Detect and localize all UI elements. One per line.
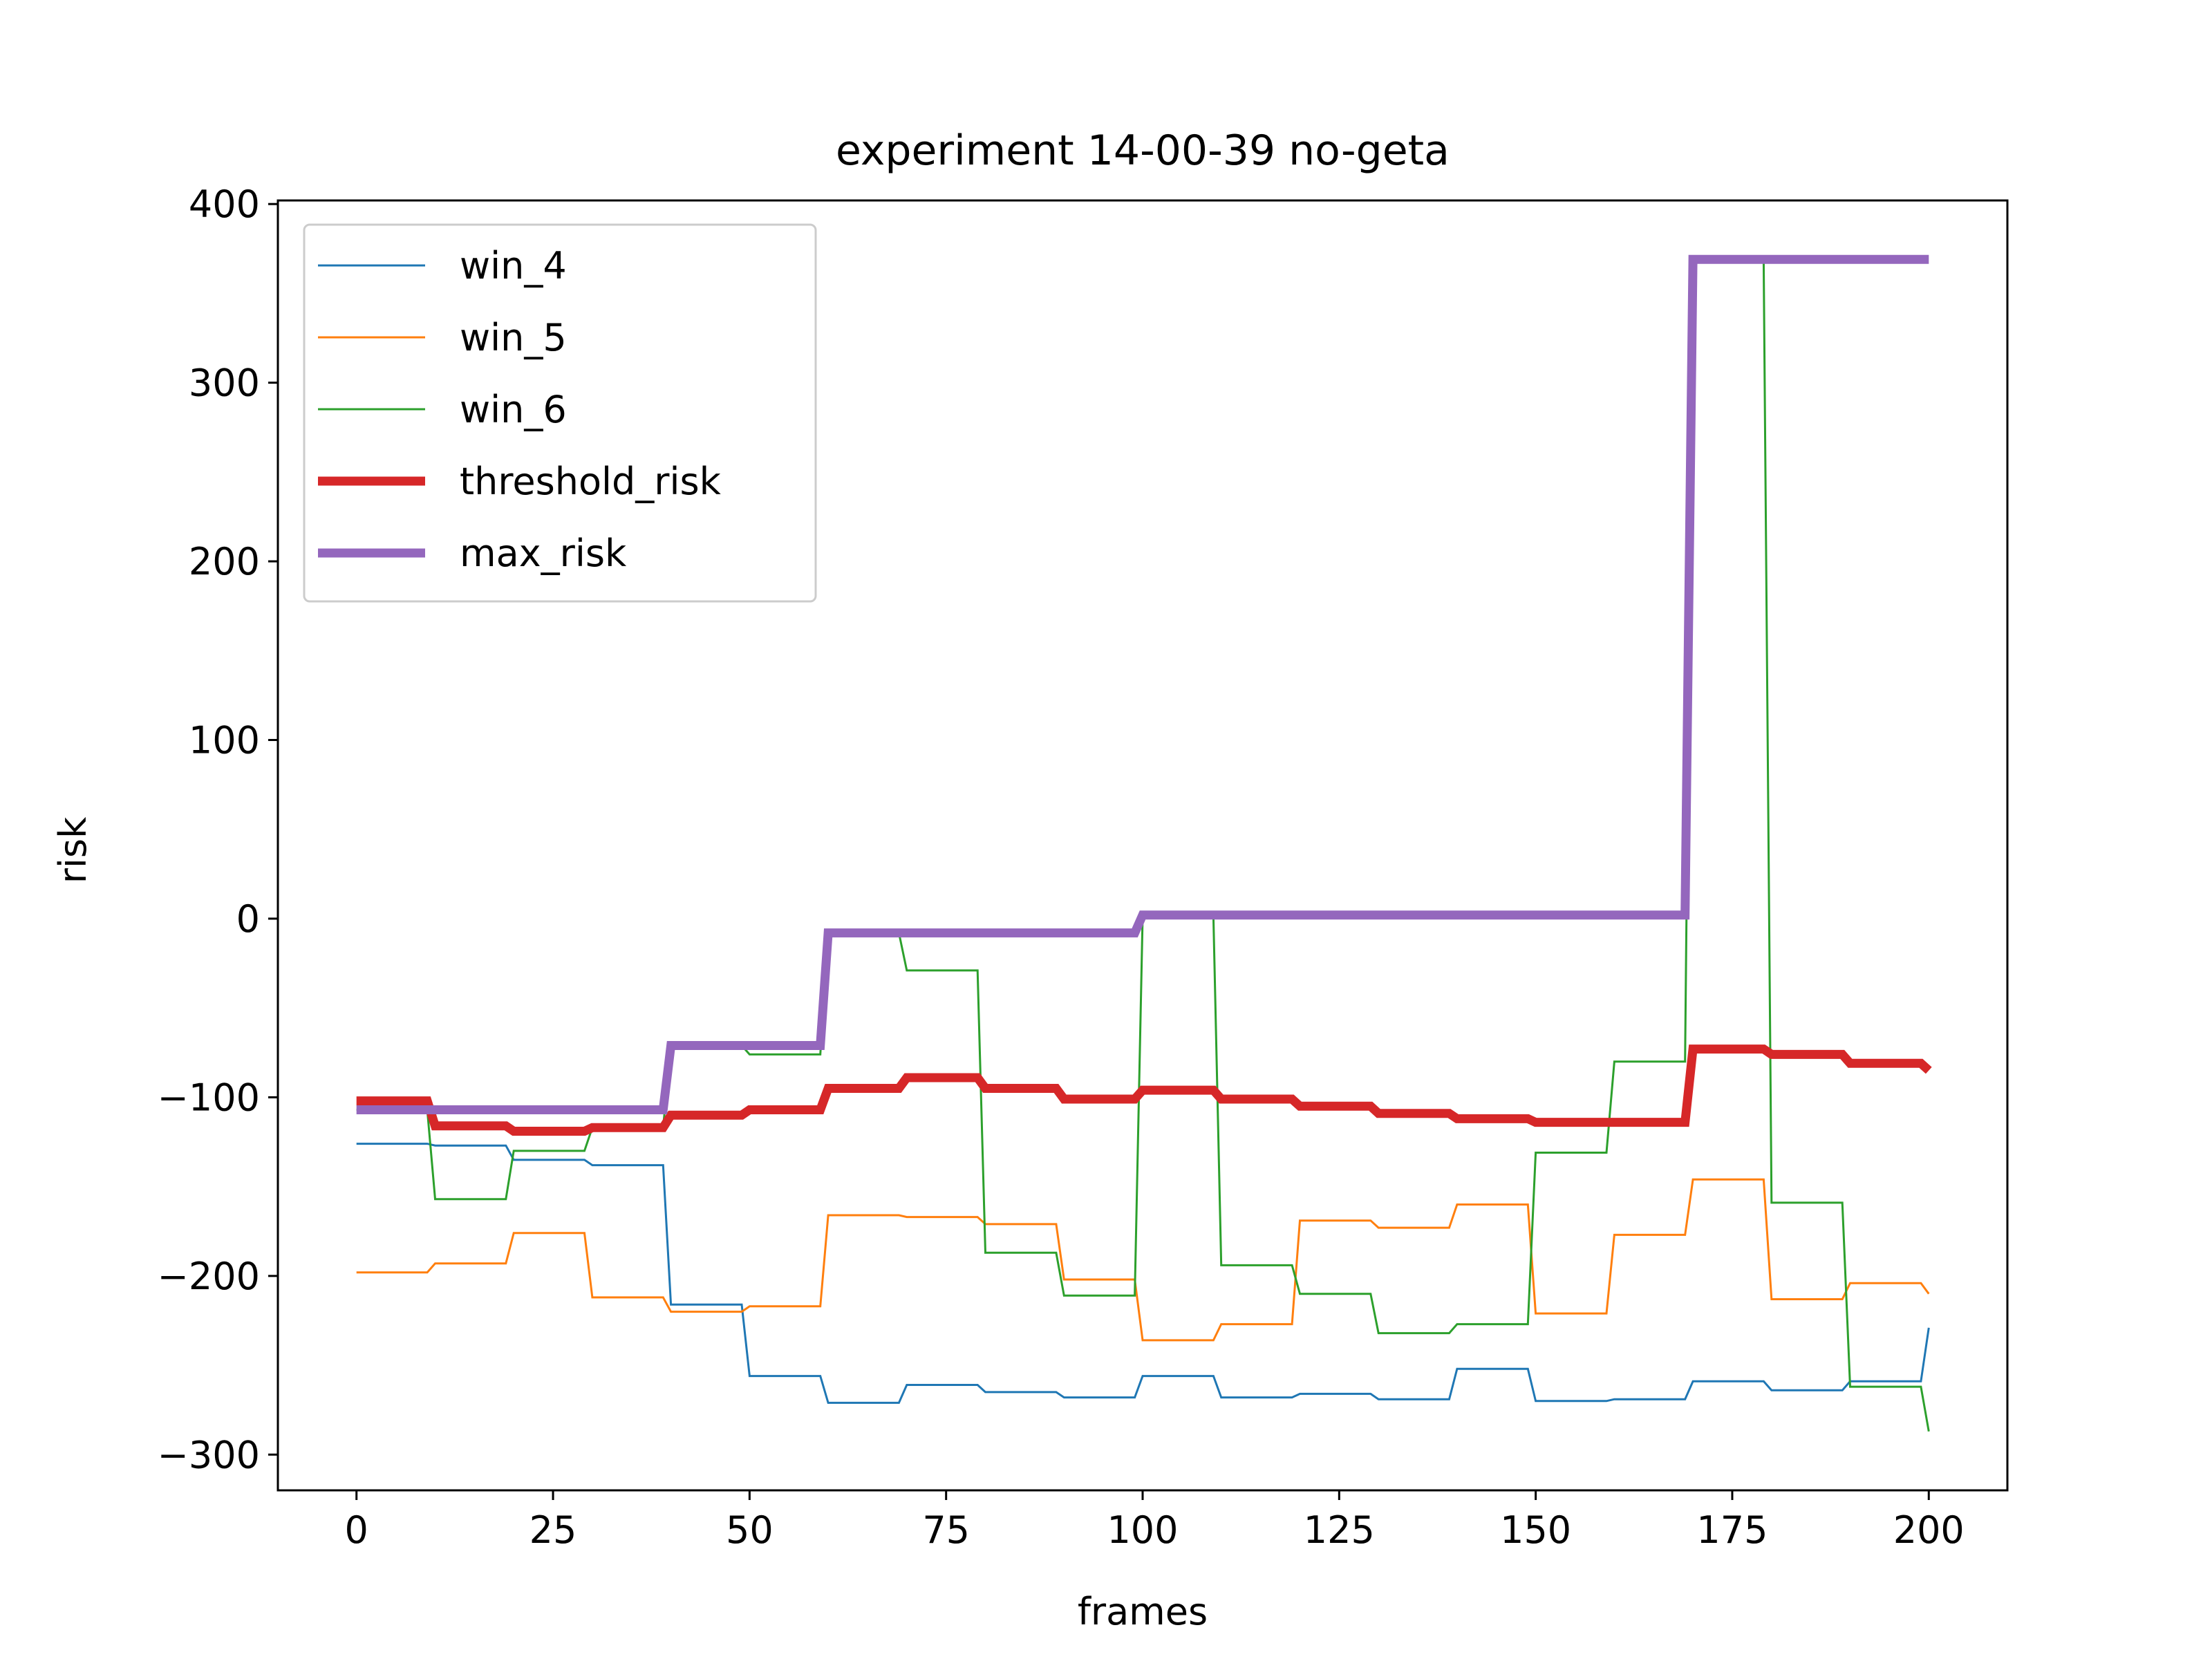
y-tick-label: 200: [189, 540, 260, 583]
y-tick-label: −200: [158, 1255, 260, 1298]
x-tick-label: 100: [1107, 1508, 1178, 1552]
series-line-win-4: [356, 1143, 1930, 1404]
y-tick-label: −300: [158, 1433, 260, 1477]
series-line-win-5: [356, 1178, 1930, 1342]
legend-label-win-4: win_4: [460, 244, 567, 288]
x-axis: 0 25 50 75 100 125 150 175 200: [345, 1490, 1965, 1552]
legend-label-win-6: win_6: [460, 388, 567, 431]
legend-label-threshold-risk: threshold_risk: [460, 460, 722, 503]
y-tick-label: 300: [189, 362, 260, 405]
legend-label-max-risk: max_risk: [460, 532, 627, 575]
y-axis-label: risk: [51, 816, 95, 883]
legend: win_4 win_5 win_6 threshold_risk max_risk: [303, 223, 817, 603]
y-tick-label: 400: [189, 182, 260, 226]
series-line-threshold-risk: [356, 1044, 1932, 1136]
x-tick-label: 175: [1696, 1508, 1768, 1552]
chart-title: experiment 14-00-39 no-geta: [836, 126, 1450, 175]
series-line-max-risk: [356, 254, 1929, 1114]
y-tick-label: 0: [236, 897, 260, 941]
legend-box: [303, 223, 817, 603]
x-tick-label: 50: [726, 1508, 774, 1552]
x-tick-label: 25: [529, 1508, 577, 1552]
x-axis-label: frames: [1078, 1590, 1208, 1633]
x-tick-label: 75: [922, 1508, 970, 1552]
y-axis: −300 −200 −100 0 100 200 300 400: [158, 182, 278, 1477]
x-tick-label: 150: [1500, 1508, 1571, 1552]
series-layer: [356, 254, 1932, 1432]
y-tick-label: −100: [158, 1076, 260, 1119]
legend-label-win-5: win_5: [460, 316, 567, 359]
x-tick-label: 200: [1893, 1508, 1965, 1552]
x-tick-label: 125: [1304, 1508, 1375, 1552]
x-tick-label: 0: [345, 1508, 368, 1552]
y-tick-label: 100: [189, 719, 260, 762]
